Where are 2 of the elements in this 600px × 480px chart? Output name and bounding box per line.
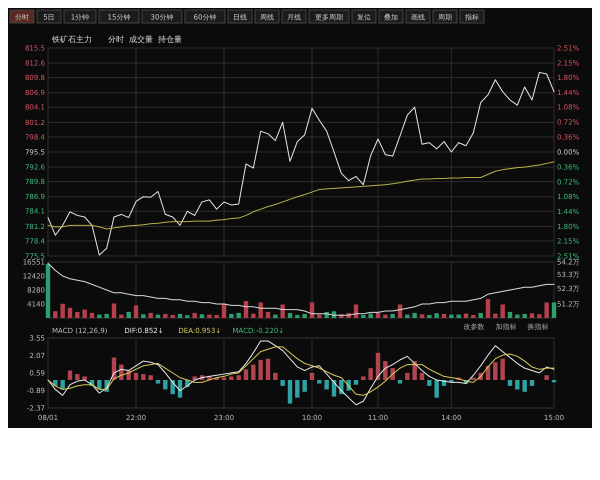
chart-subtitle: 分时 成交量 持仓量 bbox=[108, 35, 182, 44]
chart-title: 铁矿石主力 bbox=[51, 35, 92, 44]
